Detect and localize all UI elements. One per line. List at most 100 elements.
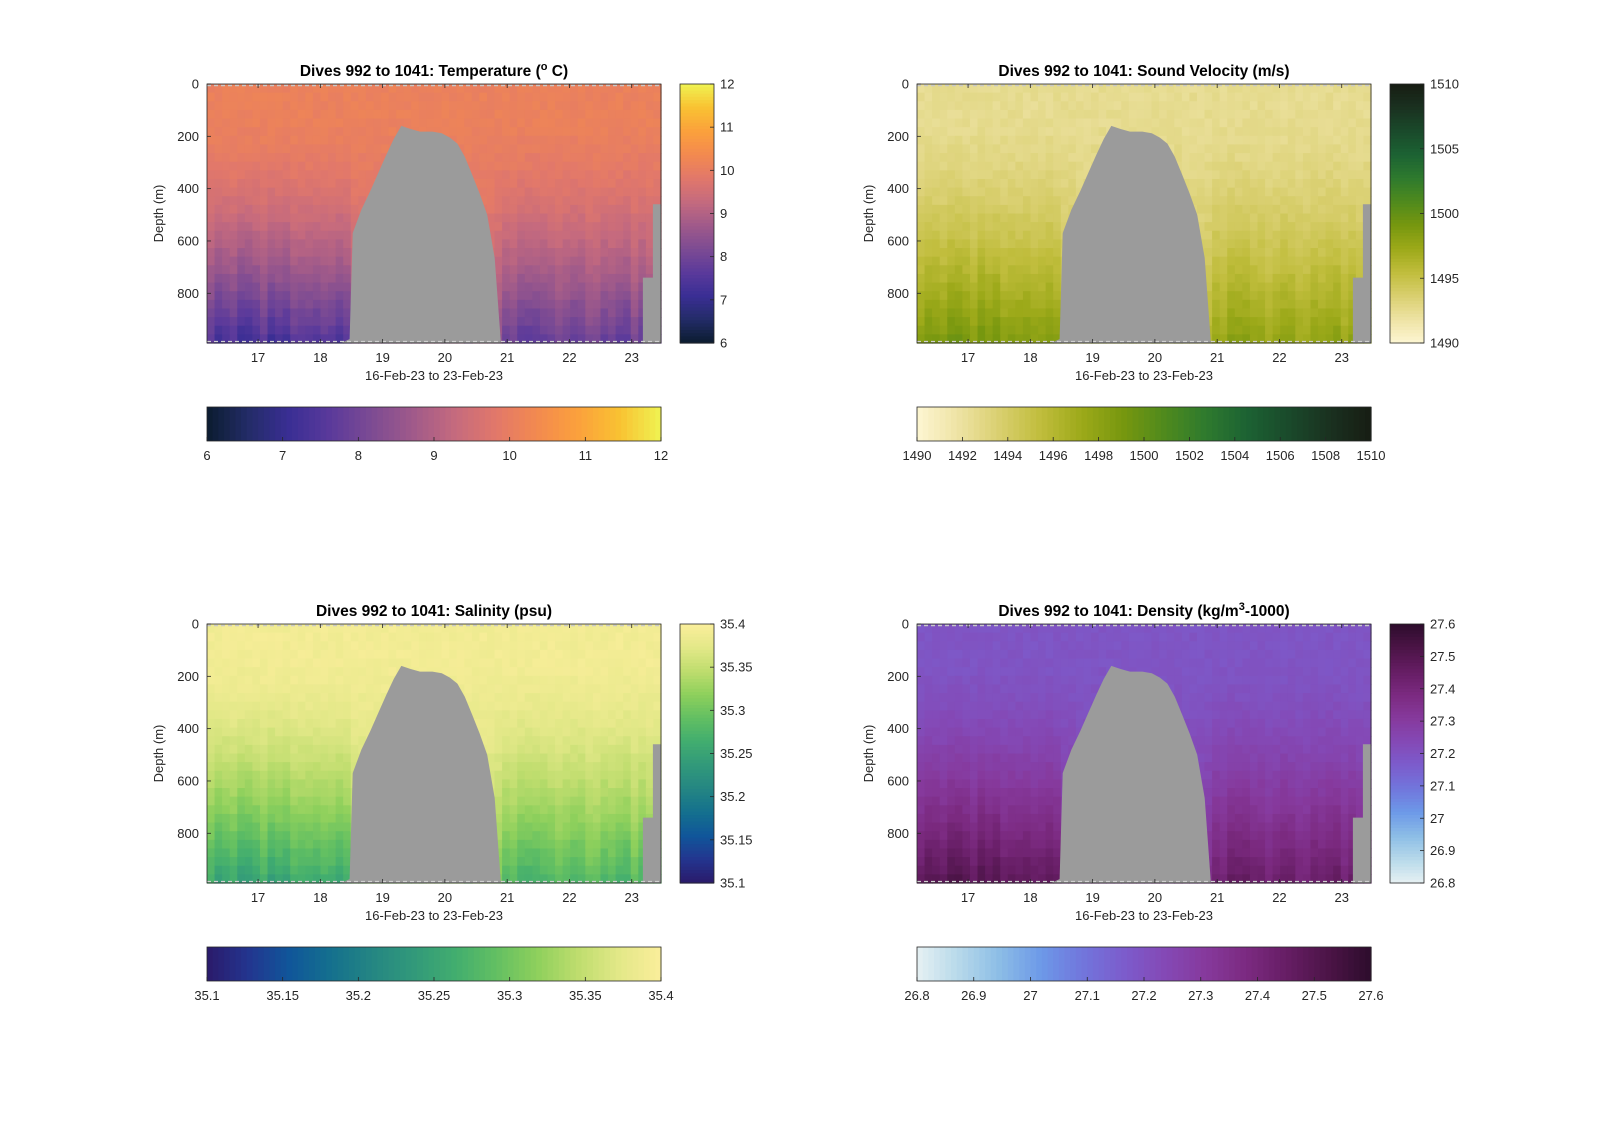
heatmap-cell — [282, 624, 291, 634]
colorbar-segment — [680, 184, 714, 189]
heatmap-cell — [1355, 256, 1365, 266]
heatmap-cell — [1272, 334, 1281, 344]
heatmap-cell — [562, 334, 571, 344]
heatmap-cell — [1166, 118, 1175, 128]
heatmap-cell — [592, 317, 602, 327]
heatmap-cell — [1045, 170, 1054, 180]
heatmap-cell — [381, 84, 390, 94]
heatmap-cell — [335, 788, 344, 798]
heatmap-cell — [532, 213, 541, 223]
heatmap-cell — [237, 135, 246, 146]
heatmap-cell — [207, 325, 216, 335]
heatmap-cell — [939, 135, 948, 146]
heatmap-cell — [244, 839, 253, 850]
colorbar-segment — [1047, 407, 1054, 441]
heatmap-cell — [1015, 325, 1024, 335]
heatmap-cell — [343, 727, 352, 737]
heatmap-cell — [1287, 170, 1296, 180]
colorbar-segment — [1390, 126, 1424, 130]
heatmap-cell — [350, 84, 359, 94]
heatmap-cell — [335, 865, 344, 875]
heatmap-cell — [479, 127, 488, 137]
heatmap-cell — [630, 299, 639, 310]
no-data-mask — [340, 125, 501, 344]
heatmap-cell — [312, 675, 322, 686]
heatmap-cell — [992, 325, 1001, 335]
heatmap-cell — [396, 118, 405, 128]
heatmap-cell — [623, 92, 632, 102]
colorbar-segment — [1297, 407, 1304, 441]
heatmap-cell — [1287, 265, 1296, 275]
heatmap-cell — [350, 144, 359, 154]
axes-frame — [916, 83, 1372, 344]
colorbar-segment — [1024, 407, 1032, 441]
heatmap-cell — [1212, 239, 1221, 249]
heatmap-cell — [1007, 248, 1016, 258]
heatmap-cell — [252, 213, 261, 223]
heatmap-cell — [532, 291, 541, 301]
heatmap-cell — [932, 204, 941, 215]
heatmap-cell — [229, 222, 238, 232]
heatmap-cell — [532, 248, 541, 258]
heatmap-cell — [924, 153, 933, 163]
colorbar-segment — [951, 407, 958, 441]
heatmap-cell — [947, 153, 956, 163]
heatmap-cell — [585, 92, 594, 102]
colorbar-segment — [626, 407, 634, 441]
colorbar-segment — [1121, 407, 1128, 441]
heatmap-cell — [494, 213, 503, 223]
heatmap-cell — [207, 92, 216, 102]
heatmap-cell — [358, 658, 367, 668]
heatmap-cell — [509, 325, 518, 335]
heatmap-cell — [434, 624, 443, 634]
heatmap-cell — [358, 701, 367, 711]
heatmap-cell — [214, 684, 223, 694]
heatmap-cell — [600, 308, 609, 318]
heatmap-cell — [562, 118, 571, 128]
heatmap-cell — [1219, 291, 1228, 301]
heatmap-cell — [1257, 291, 1266, 301]
colorbar-segment — [1166, 407, 1173, 441]
heatmap-cell — [1196, 161, 1206, 171]
heatmap-cell — [517, 178, 526, 189]
heatmap-cell — [547, 325, 556, 335]
heatmap-cell — [343, 161, 352, 171]
heatmap-cell — [1015, 204, 1024, 215]
heatmap-cell — [320, 317, 329, 327]
heatmap-cell — [954, 144, 963, 154]
heatmap-cell — [939, 317, 948, 327]
heatmap-cell — [207, 684, 216, 694]
heatmap-cell — [1272, 84, 1281, 94]
heatmap-cell — [623, 118, 632, 128]
heatmap-cell — [1045, 265, 1054, 275]
heatmap-cell — [592, 291, 602, 301]
heatmap-cell — [630, 230, 639, 240]
heatmap-cell — [1295, 92, 1304, 102]
heatmap-cell — [1060, 92, 1069, 102]
heatmap-cell — [1287, 92, 1296, 102]
heatmap-cell — [555, 135, 564, 146]
heatmap-cell — [1333, 127, 1342, 137]
heatmap-cell — [335, 779, 344, 789]
heatmap-cell — [555, 178, 564, 189]
heatmap-cell — [373, 641, 382, 651]
heatmap-cell — [524, 92, 533, 102]
heatmap-cell — [615, 213, 624, 223]
heatmap-cell — [1053, 144, 1062, 154]
heatmap-cell — [365, 624, 375, 634]
heatmap-cell — [312, 684, 322, 694]
heatmap-cell — [524, 265, 533, 275]
heatmap-cell — [1280, 282, 1289, 292]
colorbar-segment — [258, 407, 265, 441]
heatmap-cell — [320, 762, 329, 772]
heatmap-cell — [328, 334, 337, 344]
heatmap-cell — [267, 317, 276, 327]
heatmap-cell — [615, 239, 624, 249]
heatmap-cell — [237, 857, 246, 867]
heatmap-cell — [600, 178, 609, 189]
heatmap-cell — [630, 239, 639, 249]
heatmap-cell — [381, 127, 390, 137]
heatmap-cell — [259, 848, 269, 858]
heatmap-cell — [434, 127, 443, 137]
heatmap-cell — [328, 839, 337, 850]
